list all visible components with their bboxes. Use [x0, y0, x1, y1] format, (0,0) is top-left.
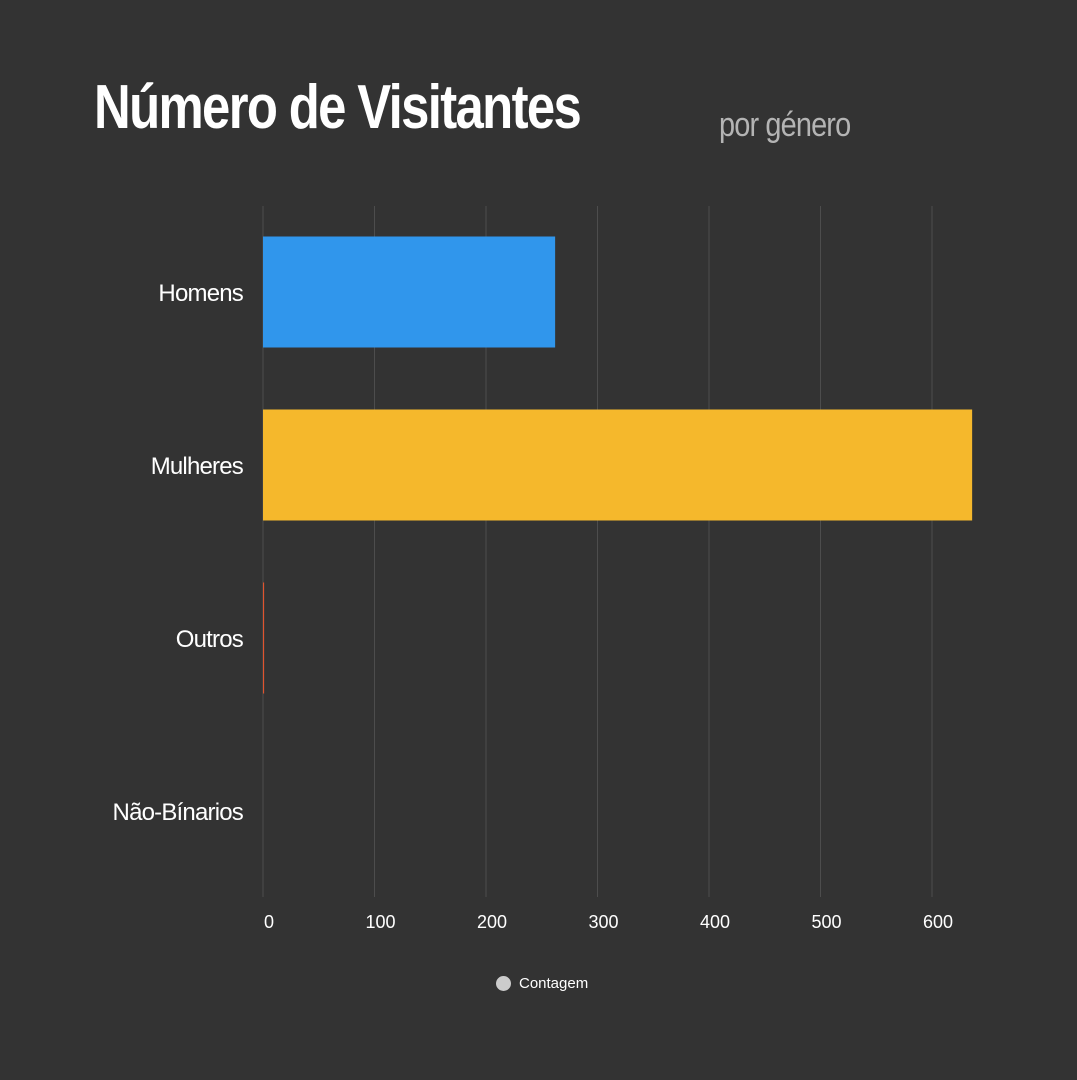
- category-label: Mulheres: [151, 453, 244, 480]
- category-label: Não-Bínarios: [113, 799, 244, 826]
- x-tick-label: 100: [365, 912, 395, 932]
- category-label: Outros: [176, 626, 244, 653]
- chart-subtitle: por género: [719, 106, 851, 144]
- x-tick-label: 0: [264, 912, 274, 932]
- x-tick-label: 300: [588, 912, 618, 932]
- legend-marker: [496, 976, 511, 991]
- chart-title: Número de Visitantes: [94, 73, 582, 142]
- bar-mulheres[interactable]: [263, 409, 973, 521]
- x-tick-label: 600: [923, 912, 953, 932]
- legend-label: Contagem: [519, 975, 589, 992]
- legend[interactable]: Contagem: [496, 975, 588, 992]
- bar-outros[interactable]: [263, 582, 265, 694]
- x-tick-label: 400: [700, 912, 730, 932]
- x-tick-label: 500: [811, 912, 841, 932]
- category-label: Homens: [158, 280, 243, 307]
- x-tick-label: 200: [477, 912, 507, 932]
- bar-homens[interactable]: [263, 236, 556, 348]
